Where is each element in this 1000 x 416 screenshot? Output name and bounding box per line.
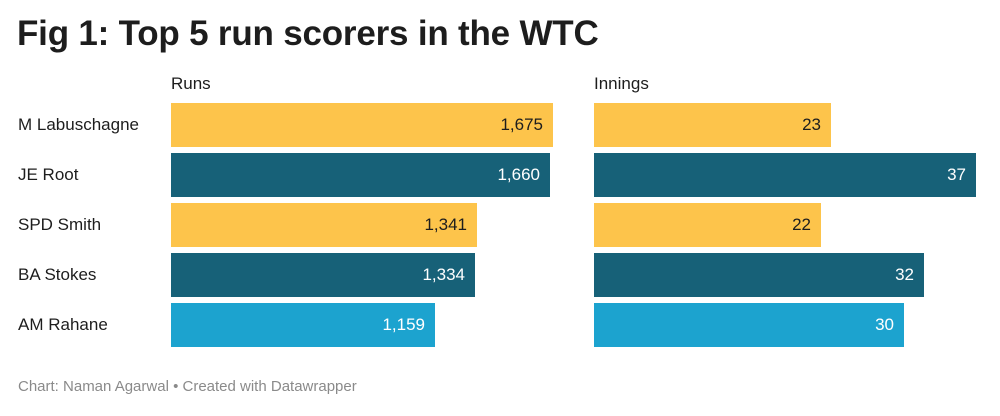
chart-title: Fig 1: Top 5 run scorers in the WTC	[17, 14, 599, 53]
runs-value-label: 1,159	[382, 315, 425, 334]
innings-value-label: 37	[947, 165, 966, 184]
innings-value-label: 30	[875, 315, 894, 334]
innings-value-label: 22	[792, 215, 811, 234]
innings-bar	[594, 253, 924, 297]
innings-bar	[594, 103, 831, 147]
runs-value-label: 1,334	[422, 265, 465, 284]
row-label: SPD Smith	[18, 215, 102, 234]
row-label: JE Root	[18, 165, 79, 184]
runs-bar	[171, 203, 477, 247]
runs-bar	[171, 153, 550, 197]
runs-value-label: 1,341	[424, 215, 467, 234]
runs-bar	[171, 253, 475, 297]
innings-bar	[594, 153, 976, 197]
runs-column-header: Runs	[171, 74, 211, 93]
chart-footer: Chart: Naman Agarwal • Created with Data…	[18, 378, 357, 395]
runs-value-label: 1,675	[500, 115, 543, 134]
runs-value-label: 1,660	[497, 165, 540, 184]
runs-bar	[171, 303, 435, 347]
row-label: M Labuschagne	[18, 115, 139, 134]
innings-value-label: 32	[895, 265, 914, 284]
innings-column-header: Innings	[594, 74, 649, 93]
innings-value-label: 23	[802, 115, 821, 134]
row-label: BA Stokes	[18, 265, 97, 284]
innings-bar	[594, 203, 821, 247]
innings-bar	[594, 303, 904, 347]
runs-bar	[171, 103, 553, 147]
row-label: AM Rahane	[18, 315, 108, 334]
